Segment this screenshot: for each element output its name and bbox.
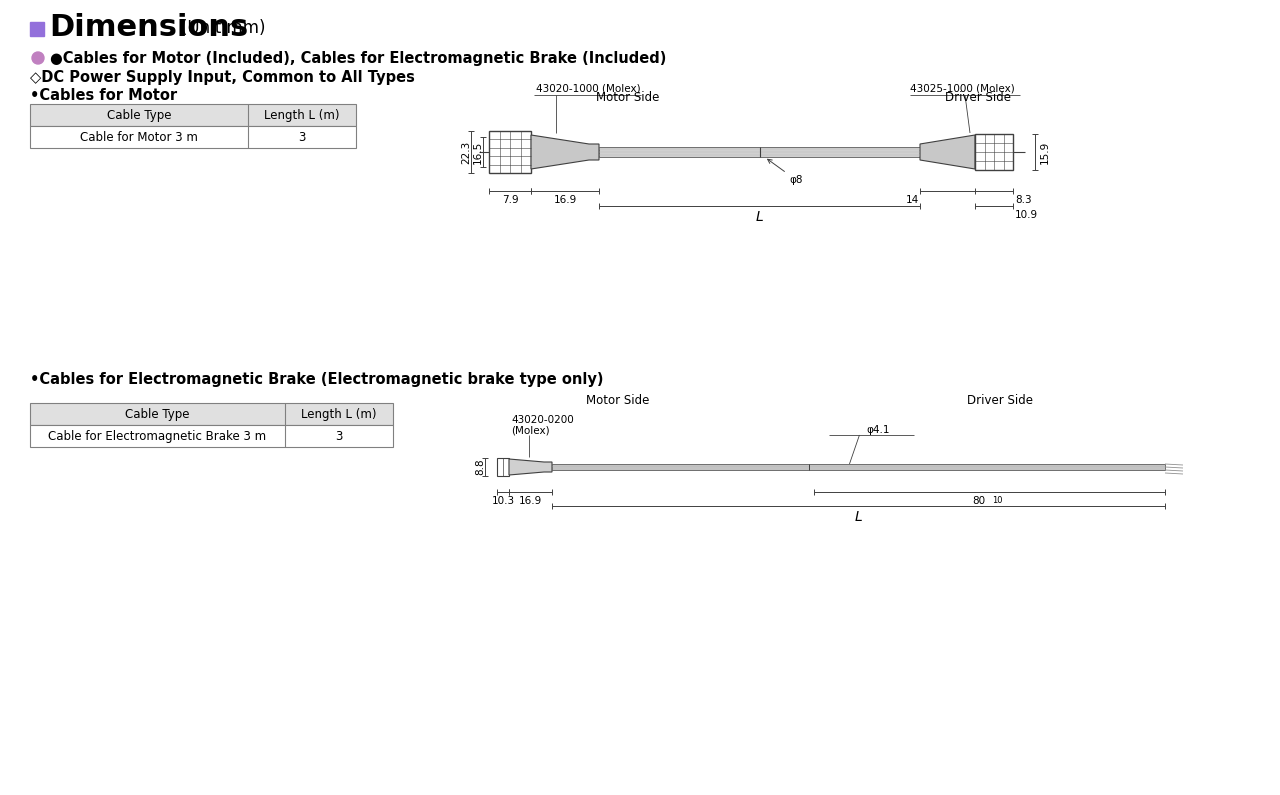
Text: 16.9: 16.9: [518, 496, 543, 506]
Text: 43020-0200: 43020-0200: [511, 415, 573, 425]
Text: Cable Type: Cable Type: [106, 108, 172, 122]
Text: 10.9: 10.9: [1015, 210, 1038, 220]
Text: Motor Side: Motor Side: [586, 394, 650, 406]
Text: 43025-1000 (Molex): 43025-1000 (Molex): [910, 83, 1015, 93]
Text: 7.9: 7.9: [502, 195, 518, 205]
Bar: [599, 147, 920, 157]
Text: 43020-1000 (Molex): 43020-1000 (Molex): [536, 83, 640, 93]
Bar: [29, 104, 356, 126]
Bar: [29, 425, 393, 447]
Text: L: L: [755, 210, 763, 224]
Text: 8.8: 8.8: [475, 459, 485, 475]
Text: •Cables for Electromagnetic Brake (Electromagnetic brake type only): •Cables for Electromagnetic Brake (Elect…: [29, 372, 603, 387]
Text: (Unit mm): (Unit mm): [180, 19, 265, 37]
Polygon shape: [509, 459, 552, 475]
Text: 16.9: 16.9: [553, 195, 576, 205]
Text: Cable for Motor 3 m: Cable for Motor 3 m: [81, 130, 198, 144]
Text: Length L (m): Length L (m): [301, 408, 376, 421]
Text: Driver Side: Driver Side: [966, 394, 1033, 406]
Text: Driver Side: Driver Side: [945, 91, 1011, 103]
Text: 16.5: 16.5: [474, 141, 483, 164]
Bar: [29, 126, 356, 148]
Text: 3: 3: [335, 429, 343, 443]
Text: φ8: φ8: [768, 159, 803, 185]
Text: Motor Side: Motor Side: [596, 91, 659, 103]
Polygon shape: [531, 135, 599, 169]
Text: 10.3: 10.3: [492, 496, 515, 506]
Bar: [489, 131, 531, 173]
Text: ◇DC Power Supply Input, Common to All Types: ◇DC Power Supply Input, Common to All Ty…: [29, 69, 415, 84]
Text: •Cables for Motor: •Cables for Motor: [29, 87, 177, 103]
Text: 10: 10: [992, 496, 1002, 505]
Text: 8.3: 8.3: [1015, 195, 1032, 205]
Text: 80: 80: [973, 496, 986, 506]
Circle shape: [32, 52, 44, 64]
Text: (Molex): (Molex): [511, 425, 549, 435]
Text: L: L: [855, 510, 863, 524]
Text: Dimensions: Dimensions: [49, 13, 248, 41]
Text: 15.9: 15.9: [1039, 141, 1050, 164]
Bar: [497, 458, 509, 476]
Text: 22.3: 22.3: [461, 141, 471, 164]
Text: 14: 14: [906, 195, 919, 205]
Bar: [552, 464, 1165, 470]
Polygon shape: [920, 135, 975, 169]
Bar: [29, 403, 393, 425]
Text: φ4.1: φ4.1: [867, 425, 890, 435]
Text: Cable Type: Cable Type: [125, 408, 189, 421]
Text: Length L (m): Length L (m): [264, 108, 339, 122]
Text: 3: 3: [298, 130, 306, 144]
Bar: [975, 134, 1012, 170]
Text: ●Cables for Motor (Included), Cables for Electromagnetic Brake (Included): ●Cables for Motor (Included), Cables for…: [50, 51, 667, 65]
Bar: [29, 22, 44, 36]
Text: Cable for Electromagnetic Brake 3 m: Cable for Electromagnetic Brake 3 m: [49, 429, 266, 443]
